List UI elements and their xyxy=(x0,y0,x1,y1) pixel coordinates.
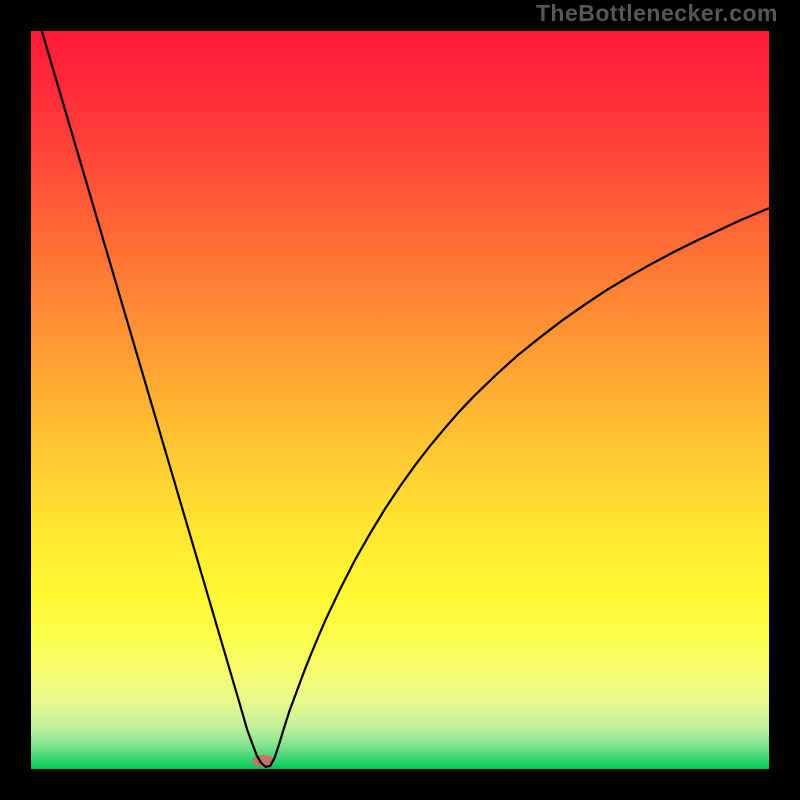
plot-background-gradient xyxy=(31,31,769,769)
chart-container: TheBottlenecker.com xyxy=(0,0,800,800)
bottleneck-chart xyxy=(0,0,800,800)
